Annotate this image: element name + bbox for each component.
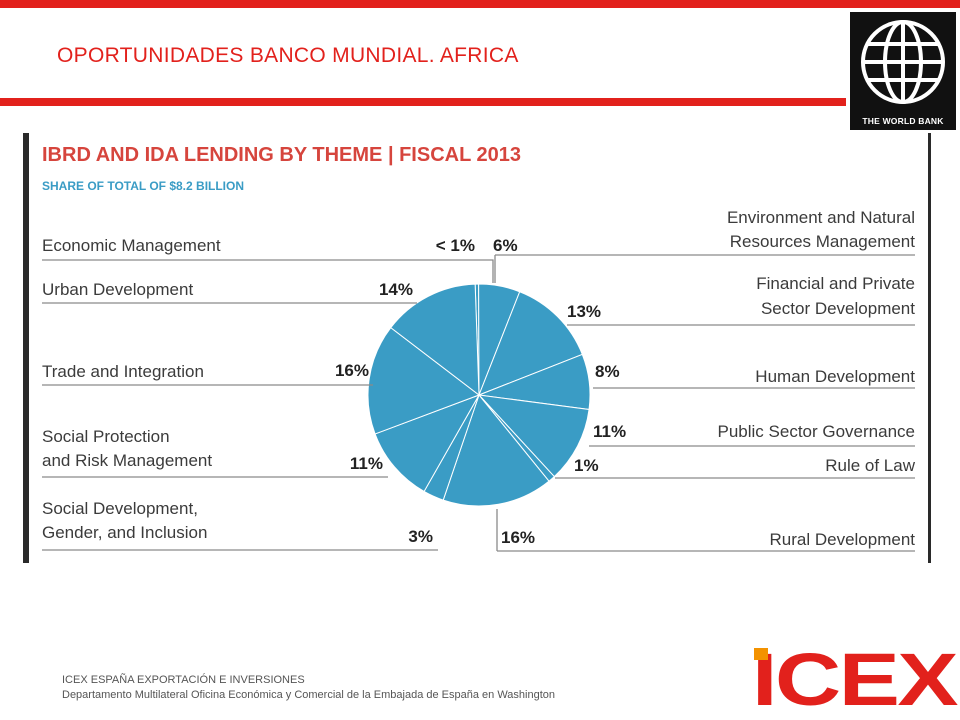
value-label-social-protection-and-risk-management: 11% [350, 454, 383, 473]
value-label-rural-development: 16% [501, 528, 535, 547]
value-label-human-development: 8% [595, 362, 620, 381]
value-label-social-development-gender-and-inclusion: 3% [408, 527, 433, 546]
label-social-development-gender-and-inclusion-line-1: Social Development, [42, 499, 198, 518]
pie-chart: IBRD AND IDA LENDING BY THEME | FISCAL 2… [42, 144, 916, 552]
label-environment-and-natural-resources-management-line-2: Resources Management [730, 232, 915, 251]
footer-line-1: ICEX ESPAÑA EXPORTACIÓN E INVERSIONES [62, 674, 305, 686]
label-environment-and-natural-resources-management-line-1: Environment and Natural [727, 208, 915, 227]
label-trade-and-integration: Trade and Integration [42, 362, 204, 381]
icex-dot [754, 648, 768, 660]
label-human-development: Human Development [755, 367, 915, 386]
footer-line-2: Departamento Multilateral Oficina Económ… [62, 689, 556, 701]
value-label-economic-management: < 1% [436, 236, 475, 255]
pie-slice-urban-development [390, 283, 480, 397]
slide-title: OPORTUNIDADES BANCO MUNDIAL. AFRICA [57, 44, 519, 67]
pie-slice-public-sector-governance [477, 394, 590, 478]
title-rule [0, 98, 846, 106]
label-public-sector-governance: Public Sector Governance [718, 422, 916, 441]
label-social-development-gender-and-inclusion-line-2: Gender, and Inclusion [42, 523, 207, 542]
chart-title: IBRD AND IDA LENDING BY THEME | FISCAL 2… [42, 144, 521, 166]
logo-caption: THE WORLD BANK [862, 116, 944, 126]
value-label-rule-of-law: 1% [574, 456, 599, 475]
globe-icon [861, 20, 945, 104]
chart-right-border [928, 133, 931, 563]
value-label-urban-development: 14% [379, 280, 413, 299]
footer: ICEX ESPAÑA EXPORTACIÓN E INVERSIONES De… [62, 673, 555, 703]
label-urban-development: Urban Development [42, 280, 193, 299]
icex-logo: ICEX [752, 638, 960, 720]
icex-wordmark: ICEX [752, 645, 958, 711]
label-rule-of-law: Rule of Law [825, 456, 915, 475]
top-accent-bar [0, 0, 960, 8]
world-bank-logo: THE WORLD BANK [847, 12, 957, 132]
pie-slice-financial-and-private-sector-development [478, 291, 583, 396]
chart-frame: IBRD AND IDA LENDING BY THEME | FISCAL 2… [23, 133, 931, 563]
chart-left-border [23, 133, 29, 563]
value-label-public-sector-governance: 11% [593, 422, 626, 441]
label-financial-and-private-sector-development-line-1: Financial and Private [756, 274, 915, 293]
pie-slice-trade-and-integration [367, 326, 481, 435]
label-rural-development: Rural Development [769, 530, 915, 549]
value-label-trade-and-integration: 16% [335, 361, 369, 380]
connector-economic-management [478, 259, 494, 283]
chart-subtitle: SHARE OF TOTAL OF $8.2 BILLION [42, 179, 244, 193]
pie-slice-social-protection-and-risk-management [374, 394, 481, 493]
label-economic-management: Economic Management [42, 236, 221, 255]
value-label-environment-and-natural-resources-management: 6% [493, 236, 518, 255]
value-label-financial-and-private-sector-development: 13% [567, 302, 601, 321]
label-financial-and-private-sector-development-line-2: Sector Development [761, 299, 915, 318]
label-social-protection-and-risk-management-line-2: and Risk Management [42, 451, 212, 470]
label-social-protection-and-risk-management-line-1: Social Protection [42, 427, 170, 446]
